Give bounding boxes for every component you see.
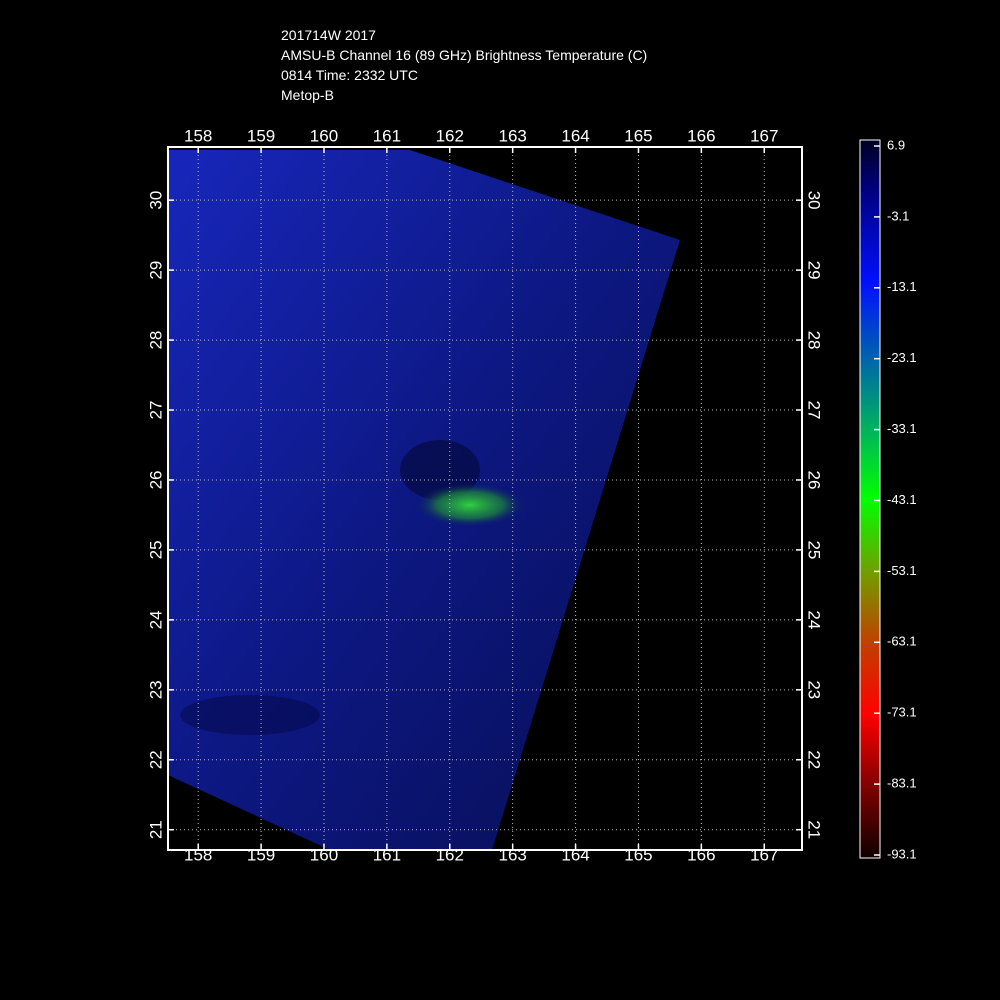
- lon-label: 165: [624, 845, 652, 864]
- title-line: 201714W 2017: [281, 27, 376, 43]
- lat-label: 23: [805, 680, 824, 699]
- lon-label: 166: [687, 845, 715, 864]
- lon-label: 163: [498, 126, 526, 145]
- lat-label: 26: [146, 471, 165, 490]
- lon-label: 162: [436, 126, 464, 145]
- lon-label: 162: [436, 845, 464, 864]
- colorbar-label: -23.1: [887, 350, 917, 365]
- colorbar-label: -53.1: [887, 563, 917, 578]
- lat-label: 25: [805, 540, 824, 559]
- colorbar-label: -83.1: [887, 776, 917, 791]
- lat-label: 28: [805, 331, 824, 350]
- lat-label: 24: [805, 610, 824, 629]
- lat-label: 27: [146, 401, 165, 420]
- lat-label: 29: [146, 261, 165, 280]
- lat-label: 24: [146, 610, 165, 629]
- lon-label: 161: [373, 126, 401, 145]
- lon-label: 165: [624, 126, 652, 145]
- colorbar: [859, 139, 881, 859]
- lat-label: 28: [146, 331, 165, 350]
- lon-label: 158: [184, 126, 212, 145]
- colorbar-label: -93.1: [887, 846, 917, 861]
- lon-label: 160: [310, 845, 338, 864]
- lon-label: 166: [687, 126, 715, 145]
- colorbar-label: -63.1: [887, 634, 917, 649]
- lat-label: 29: [805, 261, 824, 280]
- lon-label: 164: [561, 845, 589, 864]
- colorbar-label: -3.1: [887, 208, 909, 223]
- title-line: AMSU-B Channel 16 (89 GHz) Brightness Te…: [281, 47, 647, 63]
- lon-label: 167: [750, 126, 778, 145]
- lat-label: 22: [805, 750, 824, 769]
- lat-label: 21: [805, 820, 824, 839]
- lon-label: 159: [247, 126, 275, 145]
- lon-label: 158: [184, 845, 212, 864]
- lat-label: 22: [146, 750, 165, 769]
- lon-label: 161: [373, 845, 401, 864]
- colorbar-label: -33.1: [887, 421, 917, 436]
- lat-label: 21: [146, 820, 165, 839]
- lon-label: 167: [750, 845, 778, 864]
- lon-label: 160: [310, 126, 338, 145]
- lon-label: 159: [247, 845, 275, 864]
- colorbar-label: -73.1: [887, 705, 917, 720]
- colorbar-label: -13.1: [887, 279, 917, 294]
- swath: [168, 150, 680, 850]
- lat-label: 25: [146, 540, 165, 559]
- lat-label: 23: [146, 680, 165, 699]
- lat-label: 30: [805, 191, 824, 210]
- lon-label: 163: [498, 845, 526, 864]
- colorbar-label: -43.1: [887, 492, 917, 507]
- lat-label: 26: [805, 471, 824, 490]
- colorbar-label: 6.9: [887, 137, 905, 152]
- title-line: 0814 Time: 2332 UTC: [281, 67, 418, 83]
- lat-label: 27: [805, 401, 824, 420]
- lat-label: 30: [146, 191, 165, 210]
- title-line: Metop-B: [281, 87, 334, 103]
- map-frame: [167, 146, 803, 851]
- lon-label: 164: [561, 126, 589, 145]
